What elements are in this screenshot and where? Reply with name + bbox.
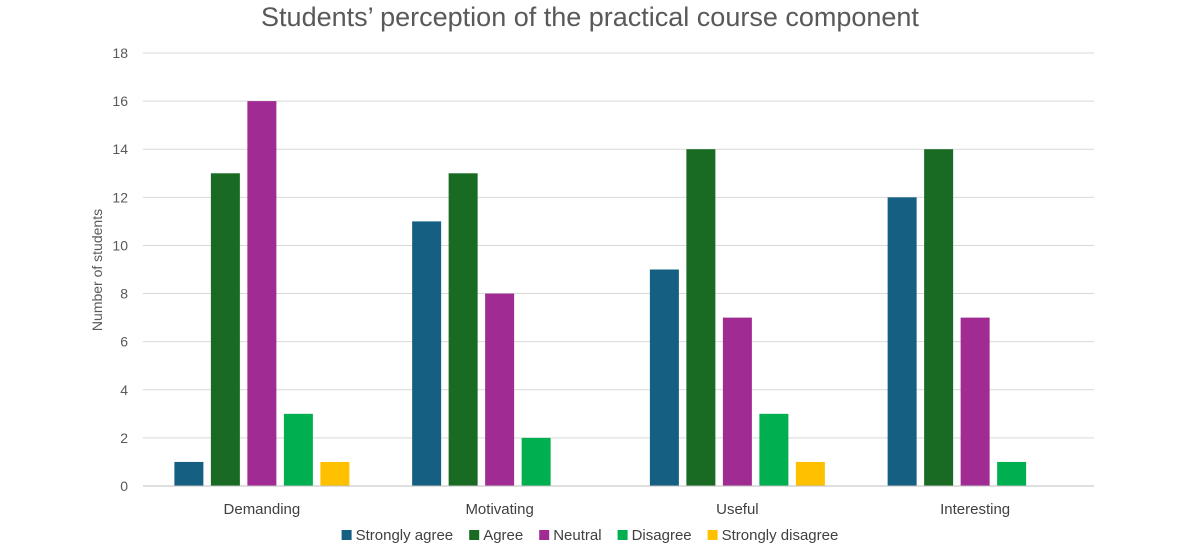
bar xyxy=(174,461,204,486)
y-tick-label: 18 xyxy=(112,45,128,61)
y-tick-label: 4 xyxy=(120,382,128,398)
y-tick-label: 16 xyxy=(112,93,128,109)
bar xyxy=(722,317,752,486)
legend-label: Disagree xyxy=(632,527,692,544)
y-axis-label: Number of students xyxy=(89,209,105,331)
y-tick-label: 14 xyxy=(112,141,128,157)
legend-item: Agree xyxy=(469,527,523,544)
legend-label: Strongly disagree xyxy=(722,527,839,544)
x-category-label: Demanding xyxy=(224,501,301,518)
x-axis-categories: Demanding Motivating Useful Interesting xyxy=(224,501,1011,518)
bar xyxy=(887,197,917,486)
bar xyxy=(485,293,515,486)
y-tick-label: 10 xyxy=(112,237,128,253)
bar xyxy=(210,173,240,486)
gridlines xyxy=(143,52,1094,439)
y-tick-label: 6 xyxy=(120,334,128,350)
x-category-label: Motivating xyxy=(465,501,533,518)
y-axis-ticks: 0 2 4 6 8 10 12 14 16 18 xyxy=(112,45,128,494)
bar xyxy=(521,437,551,486)
legend-item: Disagree xyxy=(617,527,692,544)
chart-title: Students’ perception of the practical co… xyxy=(261,2,919,32)
legend-swatch xyxy=(469,530,480,540)
legend-item: Neutral xyxy=(539,527,602,544)
y-tick-label: 2 xyxy=(120,430,128,446)
legend-swatch xyxy=(539,530,550,540)
legend-label: Neutral xyxy=(553,527,601,544)
y-tick-label: 8 xyxy=(120,286,128,302)
legend-item: Strongly agree xyxy=(341,527,454,544)
legend-label: Strongly agree xyxy=(356,527,454,544)
bar xyxy=(448,173,478,486)
bar xyxy=(320,461,350,486)
bar xyxy=(997,461,1027,486)
bar xyxy=(924,149,954,486)
bar xyxy=(686,149,716,486)
legend: Strongly agree Agree Neutral Disagree Strong… xyxy=(341,527,839,544)
legend-label: Agree xyxy=(483,527,523,544)
bar xyxy=(960,317,990,486)
bar xyxy=(283,413,313,486)
bars xyxy=(174,101,1027,487)
legend-item: Strongly disagree xyxy=(707,527,839,544)
y-tick-label: 12 xyxy=(112,189,128,205)
bar xyxy=(247,101,277,487)
legend-swatch xyxy=(617,530,628,540)
x-category-label: Interesting xyxy=(940,501,1010,518)
legend-swatch xyxy=(341,530,352,540)
bar xyxy=(795,461,825,486)
bar xyxy=(649,269,679,486)
bar xyxy=(412,221,442,486)
y-tick-label: 0 xyxy=(120,478,128,494)
bar xyxy=(759,413,789,486)
legend-swatch xyxy=(707,530,718,540)
x-category-label: Useful xyxy=(716,501,759,518)
